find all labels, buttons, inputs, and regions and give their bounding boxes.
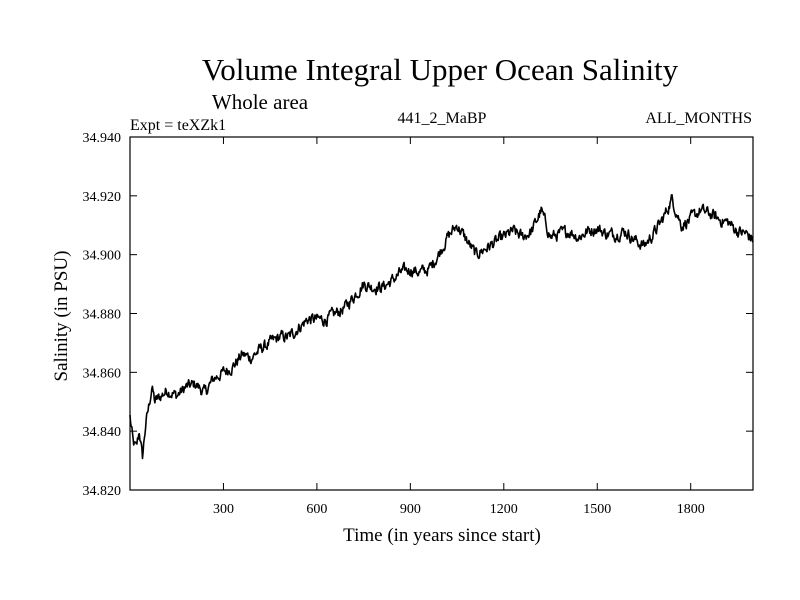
y-tick-label: 34.820 bbox=[83, 484, 122, 499]
x-tick-label: 1500 bbox=[583, 502, 611, 517]
x-tick-label: 600 bbox=[306, 502, 327, 517]
y-axis-label: Salinity (in PSU) bbox=[51, 251, 72, 382]
x-tick-label: 1800 bbox=[677, 502, 705, 517]
run-label: 441_2_MaBP bbox=[398, 110, 487, 127]
salinity-series-line bbox=[129, 194, 754, 460]
chart-title: Volume Integral Upper Ocean Salinity bbox=[202, 52, 679, 87]
x-tick-label: 900 bbox=[400, 502, 421, 517]
y-tick-label: 34.900 bbox=[83, 249, 122, 264]
axis-ticks: 300 600 900 1200 1500 1800 34.820 34.840 34.860 3… bbox=[83, 131, 753, 517]
y-tick-label: 34.860 bbox=[83, 366, 122, 381]
y-tick-label: 34.840 bbox=[83, 425, 122, 440]
data-series bbox=[129, 194, 754, 460]
months-label: ALL_MONTHS bbox=[645, 110, 752, 127]
x-tick-label: 300 bbox=[213, 502, 234, 517]
x-axis-label: Time (in years since start) bbox=[343, 525, 541, 546]
experiment-label: Expt = teXZk1 bbox=[130, 117, 226, 134]
y-tick-label: 34.880 bbox=[83, 308, 122, 323]
y-tick-label: 34.920 bbox=[83, 190, 122, 205]
x-tick-label: 1200 bbox=[490, 502, 518, 517]
plot-frame bbox=[129, 136, 754, 491]
chart-subtitle: Whole area bbox=[212, 90, 309, 114]
y-tick-label: 34.940 bbox=[83, 131, 122, 146]
